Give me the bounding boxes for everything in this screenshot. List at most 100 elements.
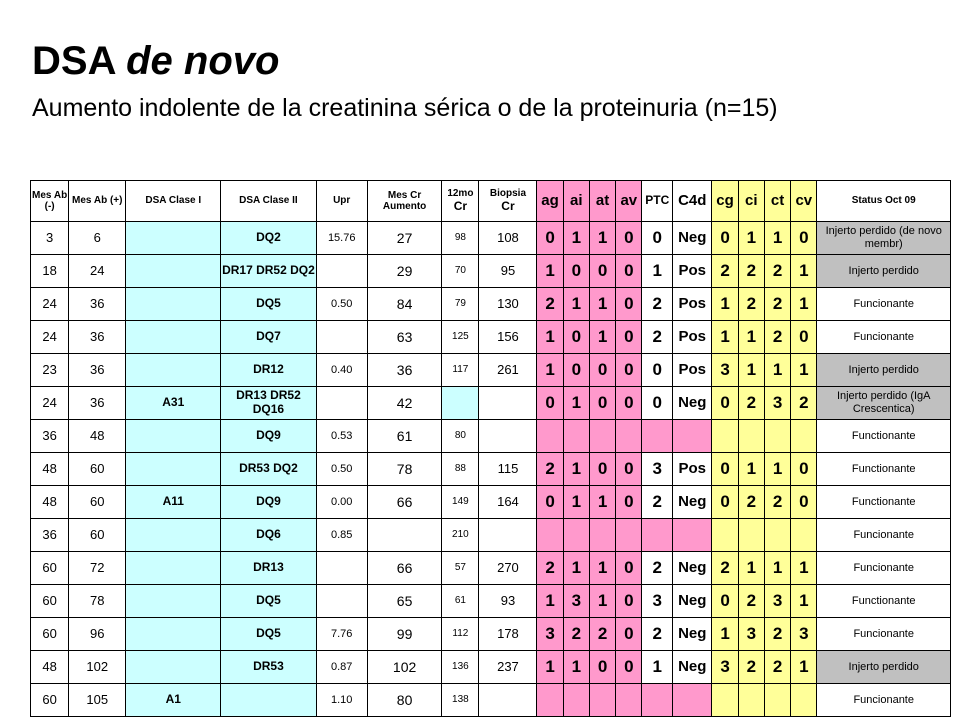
cell-bx <box>478 518 538 552</box>
cell-ci: 1 <box>737 320 765 354</box>
cell-c4d: Neg <box>672 650 713 684</box>
cell-av: 0 <box>615 353 643 387</box>
cell-upr: 0.40 <box>315 353 368 387</box>
cell-mneg: 18 <box>29 254 70 288</box>
header-mes-ab-neg: Mes Ab (-) <box>29 180 70 222</box>
cell-ci: 2 <box>737 386 765 420</box>
header-ptc: PTC <box>641 180 674 222</box>
cell-ai: 3 <box>562 584 590 618</box>
cell-d2: DQ2 <box>220 221 317 255</box>
title-italic: de novo <box>126 39 280 83</box>
cell-ci <box>737 683 765 717</box>
cell-cg: 0 <box>711 584 739 618</box>
cell-d2: DQ9 <box>220 419 317 453</box>
cell-ag: 3 <box>536 617 564 651</box>
cell-ptc <box>641 419 674 453</box>
cell-at: 0 <box>588 650 617 684</box>
cell-cg: 0 <box>711 386 739 420</box>
cell-upr: 0.00 <box>315 485 368 519</box>
cell-mcr: 65 <box>366 584 443 618</box>
cell-c4d: Neg <box>672 584 713 618</box>
cell-av: 0 <box>615 221 643 255</box>
cell-bx <box>478 419 538 453</box>
cell-ai: 0 <box>562 353 590 387</box>
header-biopsia-cr-label: Cr <box>501 198 515 213</box>
cell-d2: DQ6 <box>220 518 317 552</box>
cell-ptc: 0 <box>641 353 674 387</box>
cell-status: Injerto perdido (IgA Crescentica) <box>816 386 951 420</box>
cell-at: 1 <box>588 320 617 354</box>
cell-d1 <box>125 353 222 387</box>
table-row: 24 36 A31 DR13 DR52 DQ16 42 0 1 0 0 0 Neg 0 2 3 2 Injer… <box>29 386 951 420</box>
cell-mcr: 61 <box>366 419 443 453</box>
cell-c4d <box>672 683 713 717</box>
cell-cr12: 70 <box>441 254 480 288</box>
cell-d1 <box>125 221 222 255</box>
cell-mneg: 48 <box>29 452 70 486</box>
cell-ct: 2 <box>763 287 792 321</box>
cell-status: Functionante <box>816 584 951 618</box>
cell-ci: 2 <box>737 254 765 288</box>
cell-d2: DQ7 <box>220 320 317 354</box>
cell-upr: 0.53 <box>315 419 368 453</box>
cell-ptc: 2 <box>641 551 674 585</box>
cell-mneg: 60 <box>29 551 70 585</box>
table-row: 48 60 DR53 DQ2 0.50 78 88 115 2 1 0 0 3 Pos 0 1 1 0 Funct… <box>29 452 951 486</box>
cell-cv: 0 <box>790 320 818 354</box>
table-row: 60 96 DQ5 7.76 99 112 178 3 2 2 0 2 Neg 1 3 2 3 Funcionan… <box>29 617 951 651</box>
cell-mpos: 36 <box>68 320 127 354</box>
cell-ci: 2 <box>737 650 765 684</box>
cell-cg: 1 <box>711 617 739 651</box>
table-row: 36 60 DQ6 0.85 210 Funcionante <box>29 518 951 552</box>
cell-d1 <box>125 650 222 684</box>
cell-upr: 1.10 <box>315 683 368 717</box>
cell-at: 2 <box>588 617 617 651</box>
cell-ai: 1 <box>562 551 590 585</box>
cell-bx: 115 <box>478 452 538 486</box>
cell-ptc: 0 <box>641 386 674 420</box>
cell-mneg: 24 <box>29 287 70 321</box>
cell-mcr: 66 <box>366 485 443 519</box>
cell-ag: 2 <box>536 287 564 321</box>
cell-bx: 156 <box>478 320 538 354</box>
header-biopsia-cr: Biopsia Cr <box>478 180 538 222</box>
cell-ag: 1 <box>536 650 564 684</box>
table-row: 60 72 DR13 66 57 270 2 1 1 0 2 Neg 2 1 1 1 Funcionante <box>29 551 951 585</box>
cell-ptc: 2 <box>641 320 674 354</box>
cell-d1 <box>125 617 222 651</box>
cell-d1: A31 <box>125 386 222 420</box>
cell-d1: A1 <box>125 683 222 717</box>
cell-bx: 270 <box>478 551 538 585</box>
cell-d1 <box>125 518 222 552</box>
cell-ai <box>562 518 590 552</box>
header-c4d: C4d <box>672 180 713 222</box>
cell-bx: 261 <box>478 353 538 387</box>
cell-d2: DQ5 <box>220 584 317 618</box>
cell-d2: DQ5 <box>220 287 317 321</box>
cell-cv <box>790 518 818 552</box>
cell-bx: 130 <box>478 287 538 321</box>
header-12mo-label: 12mo <box>447 188 474 200</box>
cell-d1 <box>125 584 222 618</box>
header-dsa-clase-1: DSA Clase I <box>125 180 222 222</box>
cell-ptc: 1 <box>641 254 674 288</box>
cell-cg: 2 <box>711 254 739 288</box>
cell-mneg: 60 <box>29 584 70 618</box>
cell-ct: 3 <box>763 386 792 420</box>
cell-ct: 1 <box>763 221 792 255</box>
header-cg: cg <box>711 180 739 222</box>
cell-cg: 0 <box>711 221 739 255</box>
cell-ptc: 3 <box>641 452 674 486</box>
cell-ct: 2 <box>763 485 792 519</box>
cell-ag: 0 <box>536 386 564 420</box>
cell-ai: 2 <box>562 617 590 651</box>
table-row: 24 36 DQ5 0.50 84 79 130 2 1 1 0 2 Pos 1 2 2 1 Funcionant… <box>29 287 951 321</box>
cell-mneg: 48 <box>29 650 70 684</box>
table-body: 3 6 DQ2 15.76 27 98 108 0 1 1 0 0 Neg 0 1 1 0 Injerto per… <box>29 221 951 717</box>
cell-c4d: Pos <box>672 452 713 486</box>
cell-cv: 2 <box>790 386 818 420</box>
cell-cg: 3 <box>711 353 739 387</box>
cell-av <box>615 518 643 552</box>
cell-mneg: 23 <box>29 353 70 387</box>
cell-ptc: 3 <box>641 584 674 618</box>
